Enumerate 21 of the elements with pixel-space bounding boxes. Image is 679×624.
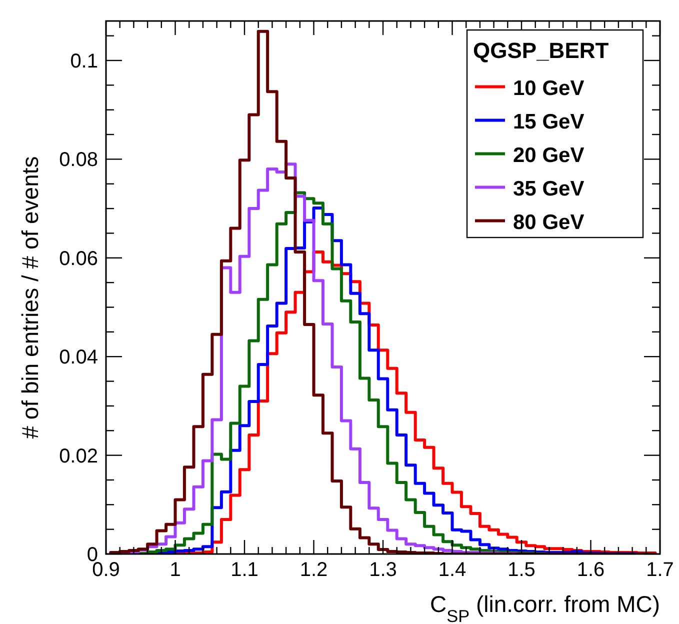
- legend-label: 15 GeV: [513, 110, 584, 134]
- legend-title: QGSP_BERT: [473, 38, 610, 63]
- x-tick-label: 1.3: [369, 559, 397, 581]
- y-tick-label: 0.02: [59, 445, 98, 468]
- y-tick-label: 0.08: [59, 149, 98, 172]
- x-axis-title: C$_{SP}$ (lin.corr. from MC): [430, 591, 660, 624]
- x-tick-label: 1.4: [438, 559, 466, 581]
- legend-label: 35 GeV: [513, 177, 584, 200]
- x-tick-label: 1: [170, 559, 181, 581]
- legend-label: 20 GeV: [513, 144, 584, 167]
- legend-label: 10 GeV: [513, 76, 584, 100]
- x-tick-label: 1.7: [646, 559, 674, 581]
- y-tick-label: 0.04: [59, 346, 98, 369]
- x-tick-label: 1.6: [576, 559, 605, 581]
- legend-label: 80 GeV: [513, 210, 584, 234]
- y-tick-label: 0.1: [70, 50, 98, 72]
- x-tick-label: 1.1: [230, 559, 258, 581]
- y-tick-label: 0.06: [59, 248, 98, 270]
- x-tick-label: 1.2: [300, 559, 328, 581]
- y-axis-title: # of bin entries / # of events: [17, 156, 43, 439]
- x-tick-label: 1.5: [508, 559, 536, 581]
